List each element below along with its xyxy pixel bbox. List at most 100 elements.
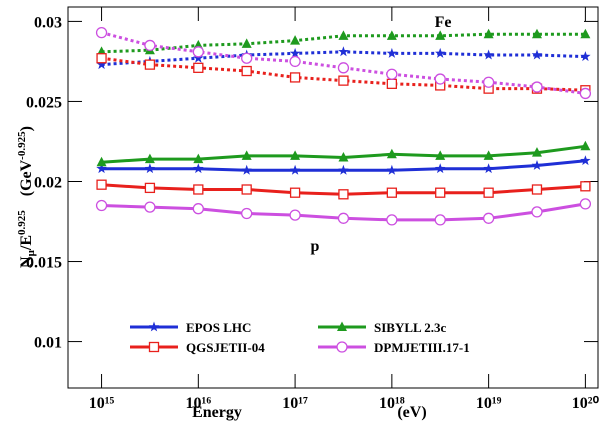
marker [386,78,398,89]
marker [531,160,543,170]
marker [337,62,350,74]
marker [193,163,204,174]
marker [386,187,398,198]
marker [386,68,398,80]
marker [337,321,347,331]
marker [531,206,543,218]
y-label-part: N [18,256,35,268]
marker [483,49,494,60]
marker [435,187,446,198]
y-tick-label: 0.03 [34,14,62,31]
y-label-part: ) [18,126,35,131]
marker [144,182,156,194]
marker [580,155,591,166]
marker [434,73,446,85]
marker [193,184,204,195]
marker [144,163,156,174]
marker [144,153,155,164]
marker [241,38,252,48]
marker [192,46,204,58]
marker [531,147,542,157]
marker [241,52,253,64]
marker [193,153,204,164]
marker [580,181,591,192]
x-axis-label: Energy [192,404,242,421]
marker [336,341,348,353]
marker [96,179,107,190]
legend-label: SIBYLL 2.3c [374,320,446,335]
x-tick-label: 10²⁰ [572,395,600,412]
marker [338,164,349,175]
y-label-part: μ [25,249,37,256]
plot-frame [67,6,599,389]
marker [241,184,252,195]
marker [193,52,204,63]
marker [338,189,349,200]
y-axis-label: Nμ/E0.925 (GeV-0.925) [16,126,37,268]
marker [241,207,253,220]
marker [289,55,301,68]
marker [386,214,398,226]
marker [483,28,494,39]
marker [386,164,398,175]
marker [386,47,398,58]
marker [483,163,494,174]
x-tick-label: 10¹⁶ [186,395,212,412]
marker [483,187,494,198]
marker [580,51,591,62]
marker [434,214,446,226]
marker [95,199,108,212]
marker [290,150,301,160]
marker [338,75,349,86]
marker [579,87,592,100]
marker [241,150,252,160]
marker [289,72,301,83]
x-tick-label: 10¹⁵ [89,395,115,412]
marker [290,35,301,45]
marker [386,30,397,40]
marker [483,150,494,160]
marker [289,209,301,221]
marker [144,201,156,213]
annotation: Fe [435,14,452,31]
marker [192,203,204,215]
marker [580,140,591,151]
marker [241,164,252,175]
marker [531,81,543,93]
marker [338,46,349,57]
y-label-part: 0.925 [16,210,28,235]
marker [144,59,156,70]
marker [435,47,446,58]
legend-label: QGSJETII-04 [186,340,265,355]
marker [482,212,495,224]
x-tick-label: 10¹⁹ [476,395,502,412]
legend-label: DPMJETIII.17-1 [374,340,470,355]
marker [531,49,543,60]
marker [148,321,160,332]
marker [289,187,301,198]
x-axis-unit: (eV) [397,404,426,421]
marker [96,163,107,174]
y-label-part: (GeV [18,159,35,196]
marker [96,156,107,167]
y-tick-label: 0.015 [26,255,62,272]
marker [579,198,592,210]
marker [435,30,446,40]
y-label-part: -0.925 [16,131,28,160]
marker [148,341,160,353]
marker [435,163,446,174]
legend-label: EPOS LHC [186,320,251,335]
marker [193,62,204,73]
x-tick-label: 10¹⁸ [379,395,405,412]
marker [95,26,108,39]
marker [96,53,107,64]
marker [580,28,591,39]
y-tick-label: 0.01 [34,335,62,352]
marker [531,184,543,195]
marker [241,65,252,77]
y-label-part: /E [18,235,35,251]
marker [435,150,446,160]
marker [386,148,397,159]
marker [144,39,156,52]
